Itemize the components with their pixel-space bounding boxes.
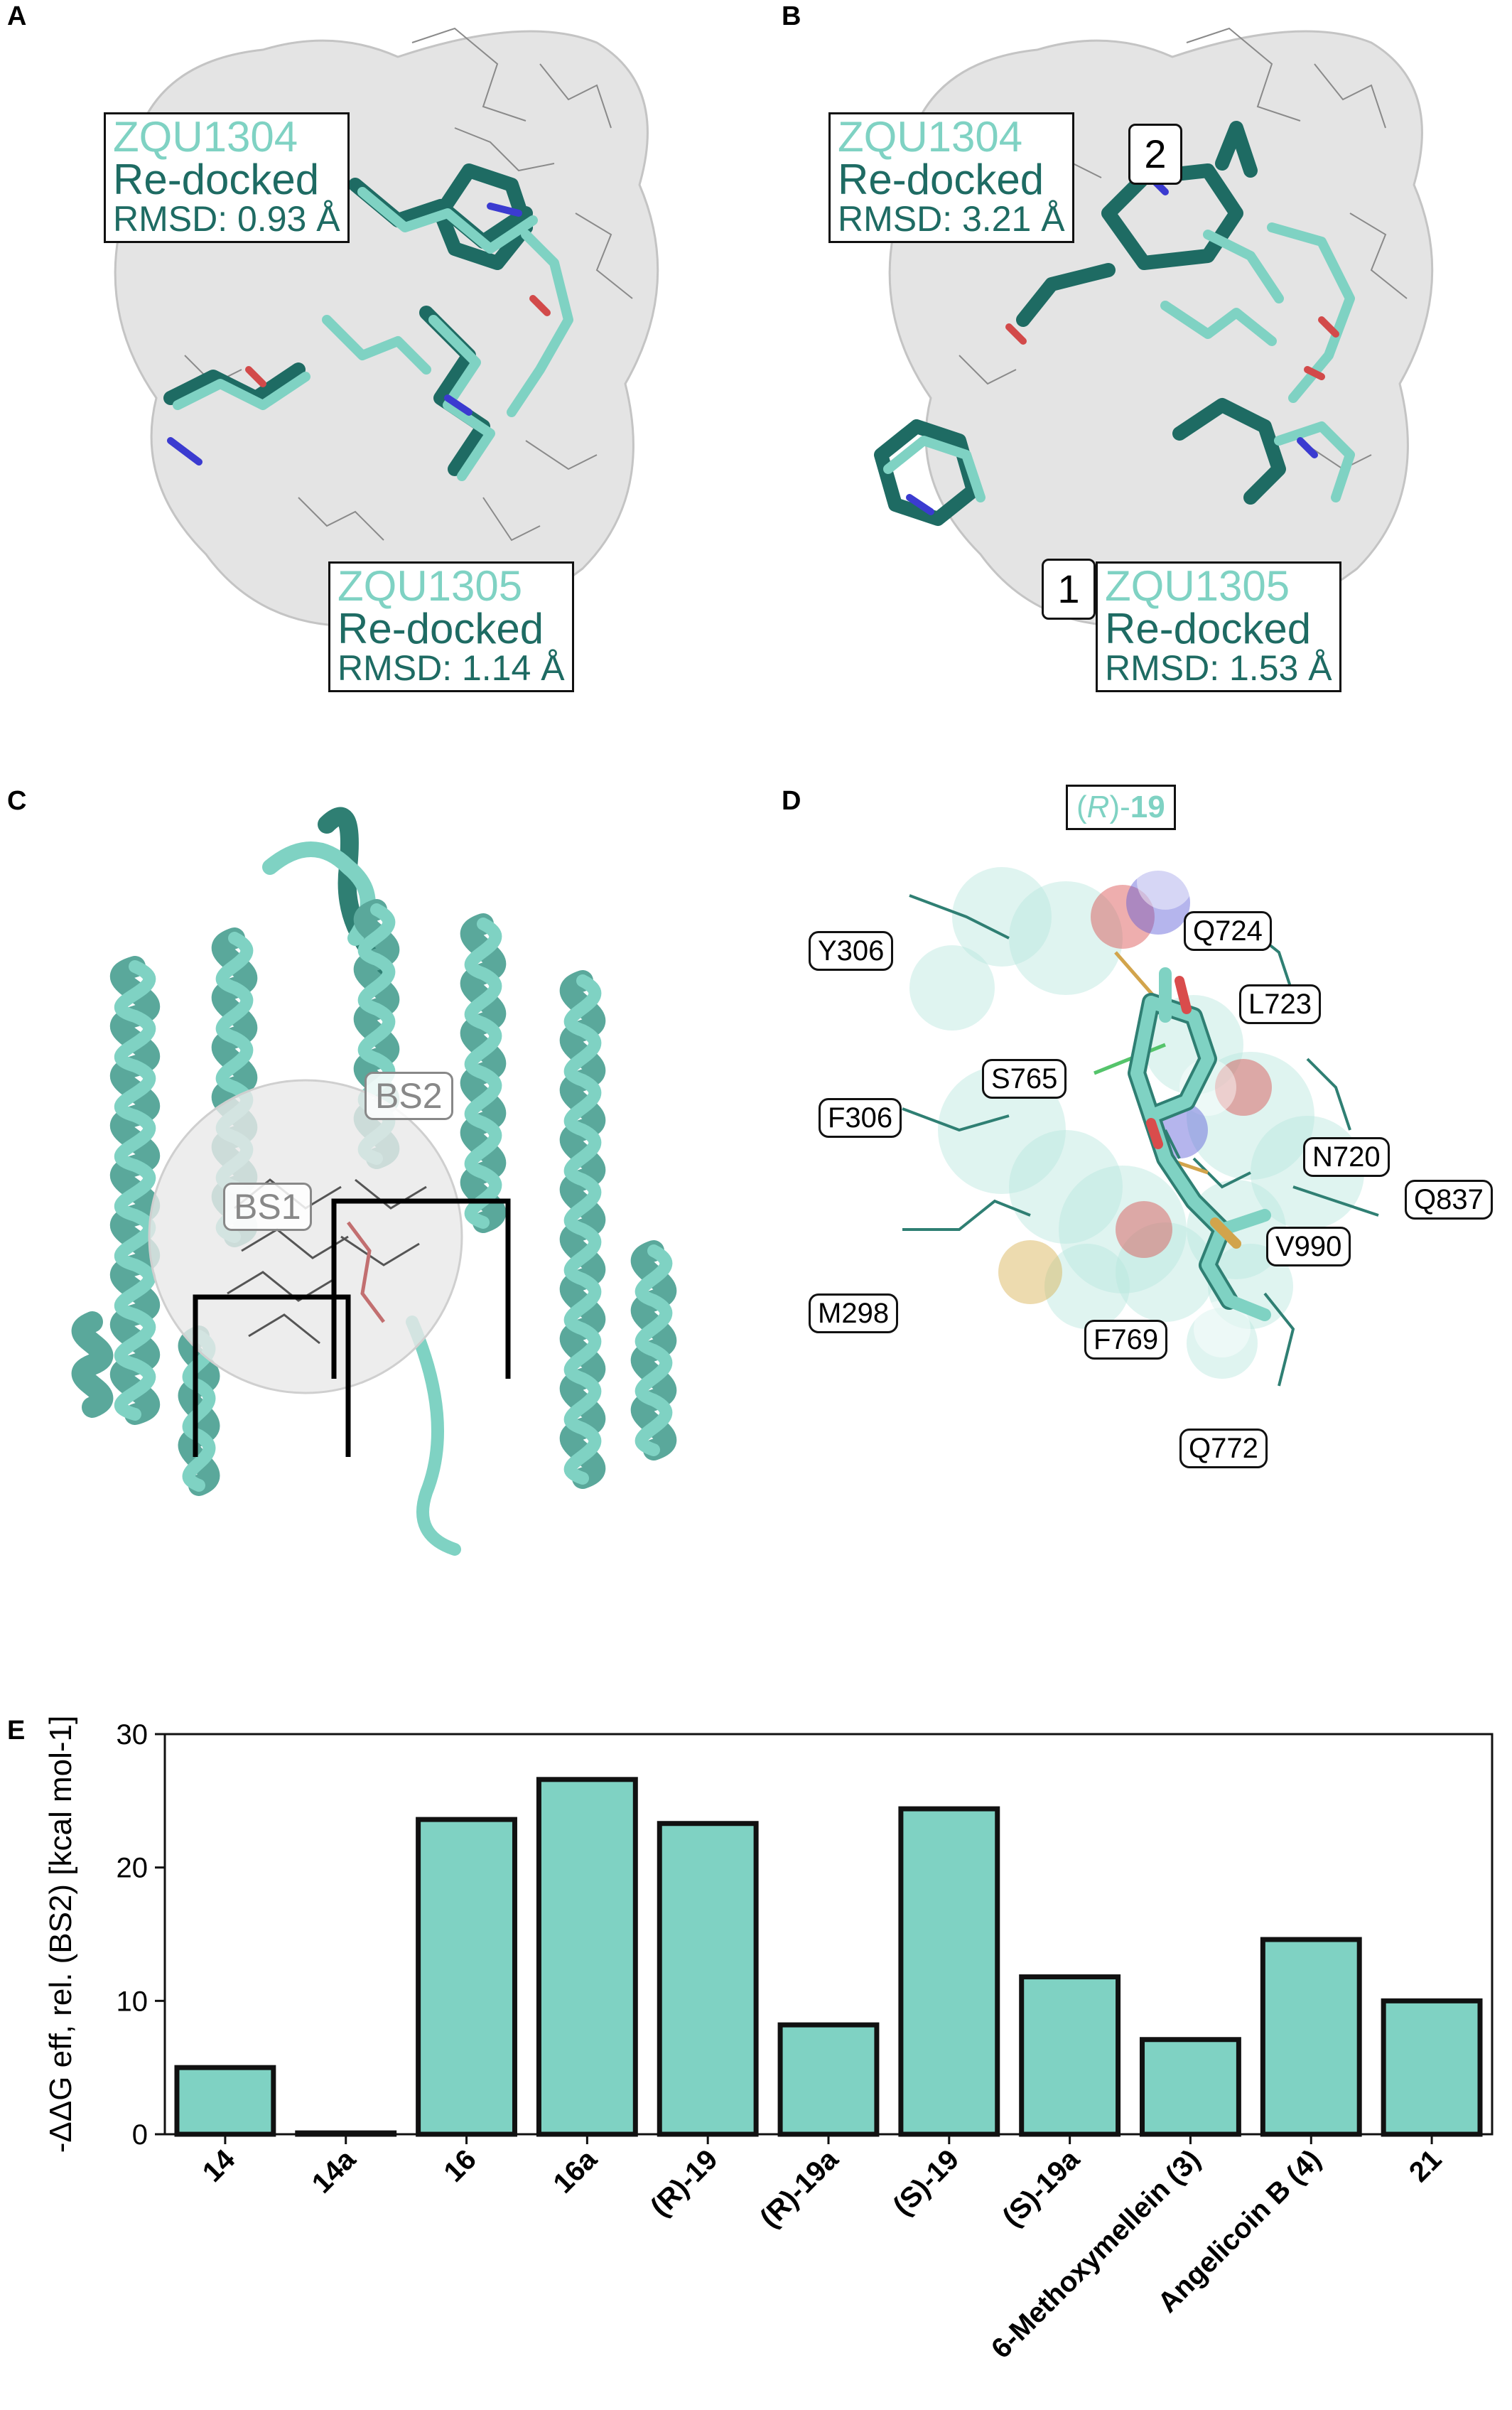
method-label: Re-docked [338, 605, 544, 652]
pose-marker-1: 1 [1042, 559, 1096, 620]
x-tick-label: 16a [547, 2143, 603, 2200]
residue-s765: S765 [982, 1059, 1067, 1099]
bar [657, 1821, 759, 2137]
residue-l723: L723 [1239, 984, 1321, 1024]
y-tick-label: 10 [117, 1986, 148, 2017]
bar [777, 2022, 880, 2137]
bar [1019, 1974, 1121, 2137]
residue-q724: Q724 [1184, 911, 1272, 951]
rmsd-label: RMSD: 3.21 Å [838, 199, 1065, 239]
residue-m298: M298 [809, 1293, 899, 1333]
y-tick-label: 30 [117, 1719, 148, 1750]
rmsd-label: RMSD: 1.53 Å [1105, 648, 1332, 688]
panel-a-letter: A [7, 1, 27, 31]
bar [898, 1806, 1000, 2137]
residue-f306: F306 [819, 1098, 902, 1138]
ligand-number: 19 [1130, 790, 1165, 824]
residue-v990: V990 [1266, 1227, 1351, 1266]
panel-d-ligand-title: (R)-19 [1066, 785, 1176, 830]
panel-c-letter: C [7, 786, 27, 816]
x-tick-label: 21 [1403, 2143, 1448, 2188]
ligand-name: ZQU1305 [338, 562, 523, 610]
y-tick-label: 0 [132, 2119, 148, 2151]
bar [174, 2065, 276, 2137]
x-tick-label: (S)-19 [887, 2143, 965, 2222]
binding-site-1-label: BS1 [223, 1183, 312, 1231]
x-tick-label: 6-Methoxymellein (3) [986, 2143, 1206, 2365]
bar [1260, 1937, 1362, 2137]
binding-site-2-label: BS2 [364, 1072, 453, 1120]
ligand-name: ZQU1304 [113, 113, 298, 161]
x-tick-label: (S)-19a [997, 2143, 1086, 2233]
ligand-prefix: ( [1076, 790, 1087, 824]
panel-b-label-zqu1304: ZQU1304 Re-docked RMSD: 3.21 Å [828, 112, 1074, 243]
y-tick-label: 20 [117, 1853, 148, 1884]
bar [536, 1777, 638, 2137]
residue-n720: N720 [1303, 1137, 1390, 1177]
rmsd-label: RMSD: 1.14 Å [338, 648, 565, 688]
plot-frame [163, 1733, 1494, 2136]
ligand-name: ZQU1304 [838, 113, 1023, 161]
panel-d-letter: D [782, 786, 801, 816]
pose-marker-2: 2 [1128, 124, 1182, 185]
panel-b-letter: B [782, 1, 801, 31]
residue-y306: Y306 [809, 931, 894, 971]
x-tick-label: 14a [306, 2143, 362, 2200]
residue-f769: F769 [1084, 1320, 1168, 1360]
panel-a-label-zqu1304: ZQU1304 Re-docked RMSD: 0.93 Å [104, 112, 350, 243]
x-tick-label: (R)-19 [644, 2143, 723, 2222]
bar [1140, 2037, 1241, 2137]
x-tick-label: (R)-19a [754, 2143, 845, 2234]
y-axis-label: -ΔΔG eff, rel. (BS2) [kcal mol-1] [43, 1716, 78, 2153]
panel-d-interaction-image [902, 853, 1379, 1387]
ligand-suffix: )- [1109, 790, 1130, 824]
method-label: Re-docked [113, 156, 320, 203]
panel-e-letter: E [7, 1716, 26, 1745]
panel-b-label-zqu1305: ZQU1305 Re-docked RMSD: 1.53 Å [1096, 561, 1341, 692]
residue-q772: Q772 [1179, 1429, 1268, 1468]
method-label: Re-docked [838, 156, 1044, 203]
panel-a-label-zqu1305: ZQU1305 Re-docked RMSD: 1.14 Å [328, 561, 574, 692]
ligand-stereo: R [1086, 790, 1110, 824]
ligand-name: ZQU1305 [1105, 562, 1290, 610]
panel-e-bar-chart: 14 14a 16 16a (R)-19 (R)-19a (S)-19 (S)-19a6-Me… [43, 1716, 1494, 2365]
rmsd-label: RMSD: 0.93 Å [113, 199, 340, 239]
x-tick-label: 16 [438, 2143, 482, 2188]
bar [416, 1817, 517, 2137]
x-tick-label: 14 [197, 2143, 242, 2188]
bar [1381, 1998, 1483, 2137]
panel-c-protein-structure [71, 807, 677, 1556]
method-label: Re-docked [1105, 605, 1312, 652]
residue-q837: Q837 [1405, 1180, 1493, 1220]
